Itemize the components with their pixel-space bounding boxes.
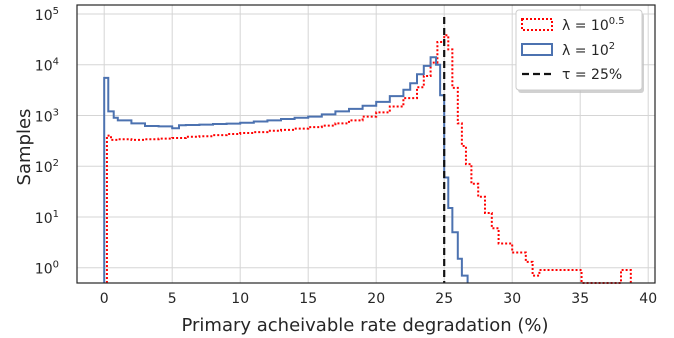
y-tick-label: 102 (35, 158, 59, 176)
y-tick-label: 104 (35, 57, 59, 75)
series-lambda-10-0.5 (105, 34, 632, 284)
series-lambda-10-2 (103, 56, 469, 283)
series-layer (103, 17, 632, 284)
y-tick-label: 105 (35, 6, 59, 24)
axis-labels: Primary acheivable rate degradation (%) … (14, 109, 549, 336)
x-tick-label: 0 (100, 291, 109, 307)
legend-label: τ = 25% (562, 67, 622, 83)
y-axis-label: Samples (14, 109, 35, 186)
x-tick-label: 35 (571, 291, 589, 307)
legend-label: λ = 100.5 (562, 16, 625, 34)
legend-label: λ = 102 (562, 41, 615, 59)
plot-border (76, 4, 656, 284)
legend-swatch-solid (521, 43, 553, 56)
x-axis-label: Primary acheivable rate degradation (%) (181, 315, 548, 336)
x-tick-label: 25 (435, 291, 453, 307)
x-tick-label: 30 (503, 291, 521, 307)
x-tick-label: 5 (168, 291, 177, 307)
legend: λ = 100.5 λ = 102 τ = 25% (515, 9, 644, 93)
plot-frame (76, 4, 656, 284)
y-tick-label: 103 (35, 107, 59, 125)
x-tick-label: 40 (639, 291, 657, 307)
y-tick-label: 100 (35, 260, 59, 278)
y-tick-label: 101 (35, 209, 59, 227)
x-tick-label: 15 (299, 291, 317, 307)
x-tick-label: 10 (231, 291, 249, 307)
tick-labels: 0 5 10 15 20 25 30 35 40 100 101 102 103 104 105 (35, 6, 657, 307)
legend-swatch-dotted (521, 18, 553, 31)
x-tick-label: 20 (367, 291, 385, 307)
